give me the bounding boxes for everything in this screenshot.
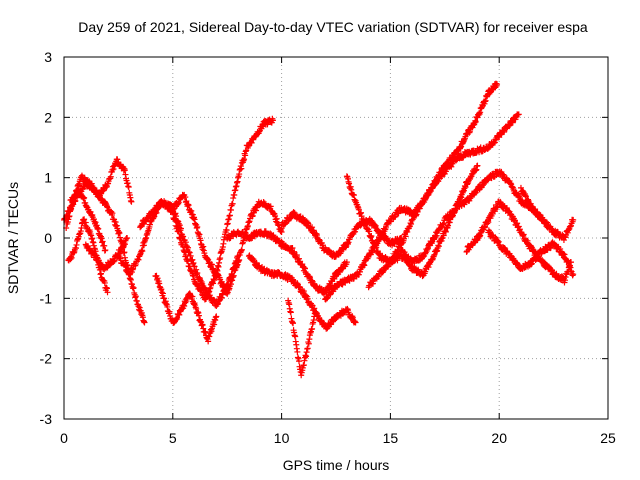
data-point <box>296 358 303 365</box>
series-satellite-track-10 <box>224 228 350 297</box>
series-satellite-track-5 <box>82 235 131 273</box>
data-point <box>238 165 245 172</box>
chart-title: Day 259 of 2021, Sidereal Day-to-day VTE… <box>78 19 588 35</box>
series-satellite-track-20 <box>517 184 577 244</box>
data-point <box>121 249 128 256</box>
y-tick-label: 3 <box>44 49 52 65</box>
data-point <box>352 319 359 326</box>
data-point <box>249 212 256 219</box>
data-point <box>304 345 311 352</box>
data-point <box>95 225 102 232</box>
data-point <box>290 320 297 327</box>
series-satellite-track-11 <box>245 252 359 332</box>
data-point <box>238 246 245 253</box>
data-point <box>177 225 184 232</box>
data-point <box>176 222 183 229</box>
data-point <box>309 224 316 231</box>
data-point <box>343 259 350 266</box>
y-tick-label: -2 <box>40 351 53 367</box>
y-tick-label: -1 <box>40 290 53 306</box>
data-point <box>515 111 522 118</box>
data-point <box>287 309 294 316</box>
x-tick-label: 10 <box>274 430 290 446</box>
data-point <box>201 285 208 292</box>
x-tick-label: 15 <box>383 430 399 446</box>
axis-ticks <box>63 56 609 420</box>
data-point <box>182 194 189 201</box>
data-point <box>141 319 148 326</box>
y-axis-title: SDTVAR / TECUs <box>5 182 21 294</box>
data-point <box>189 293 196 300</box>
data-point <box>194 223 201 230</box>
series-satellite-track-12 <box>285 297 318 379</box>
data-point <box>124 235 131 241</box>
data-point <box>109 210 116 217</box>
y-tick-label: 2 <box>44 109 52 125</box>
y-tick-label: 1 <box>44 170 52 186</box>
x-tick-label: 0 <box>60 430 68 446</box>
data-point <box>311 305 318 312</box>
data-point <box>191 263 198 270</box>
x-tick-labels: 0 5 10 15 20 25 <box>60 430 616 446</box>
data-point <box>81 194 88 201</box>
data-point <box>229 200 236 207</box>
x-tick-label: 5 <box>169 430 177 446</box>
y-tick-label: -3 <box>40 411 53 427</box>
x-tick-label: 25 <box>600 430 616 446</box>
data-point <box>474 162 481 169</box>
data-point <box>269 117 276 124</box>
series-satellite-track-4 <box>67 186 109 254</box>
grid-lines <box>64 57 608 419</box>
data-point <box>104 289 111 296</box>
data-points <box>61 80 577 379</box>
data-point <box>213 313 220 320</box>
data-point <box>226 212 233 219</box>
x-axis-title: GPS time / hours <box>283 457 390 473</box>
data-point <box>311 313 318 320</box>
series-satellite-track-9 <box>169 191 285 297</box>
data-point <box>570 271 577 278</box>
y-tick-labels: -3 -2 -1 0 1 2 3 <box>40 49 53 427</box>
data-point <box>125 183 132 190</box>
series-satellite-track-15 <box>322 111 522 303</box>
data-point <box>570 216 577 223</box>
data-point <box>102 247 109 254</box>
data-point <box>205 338 212 345</box>
data-point <box>128 198 135 205</box>
y-tick-label: 0 <box>44 230 52 246</box>
data-point <box>230 272 237 279</box>
data-point <box>241 156 248 163</box>
data-point <box>294 348 301 355</box>
series-satellite-track-2 <box>63 156 135 231</box>
data-point <box>494 81 501 88</box>
series-satellite-track-8 <box>152 272 220 345</box>
series-satellite-track-19 <box>485 227 577 279</box>
data-point <box>223 227 230 234</box>
x-tick-label: 20 <box>491 430 507 446</box>
data-point <box>139 248 146 255</box>
data-point <box>182 239 189 246</box>
data-point <box>130 284 137 291</box>
data-point <box>236 257 243 264</box>
data-point <box>289 245 296 252</box>
